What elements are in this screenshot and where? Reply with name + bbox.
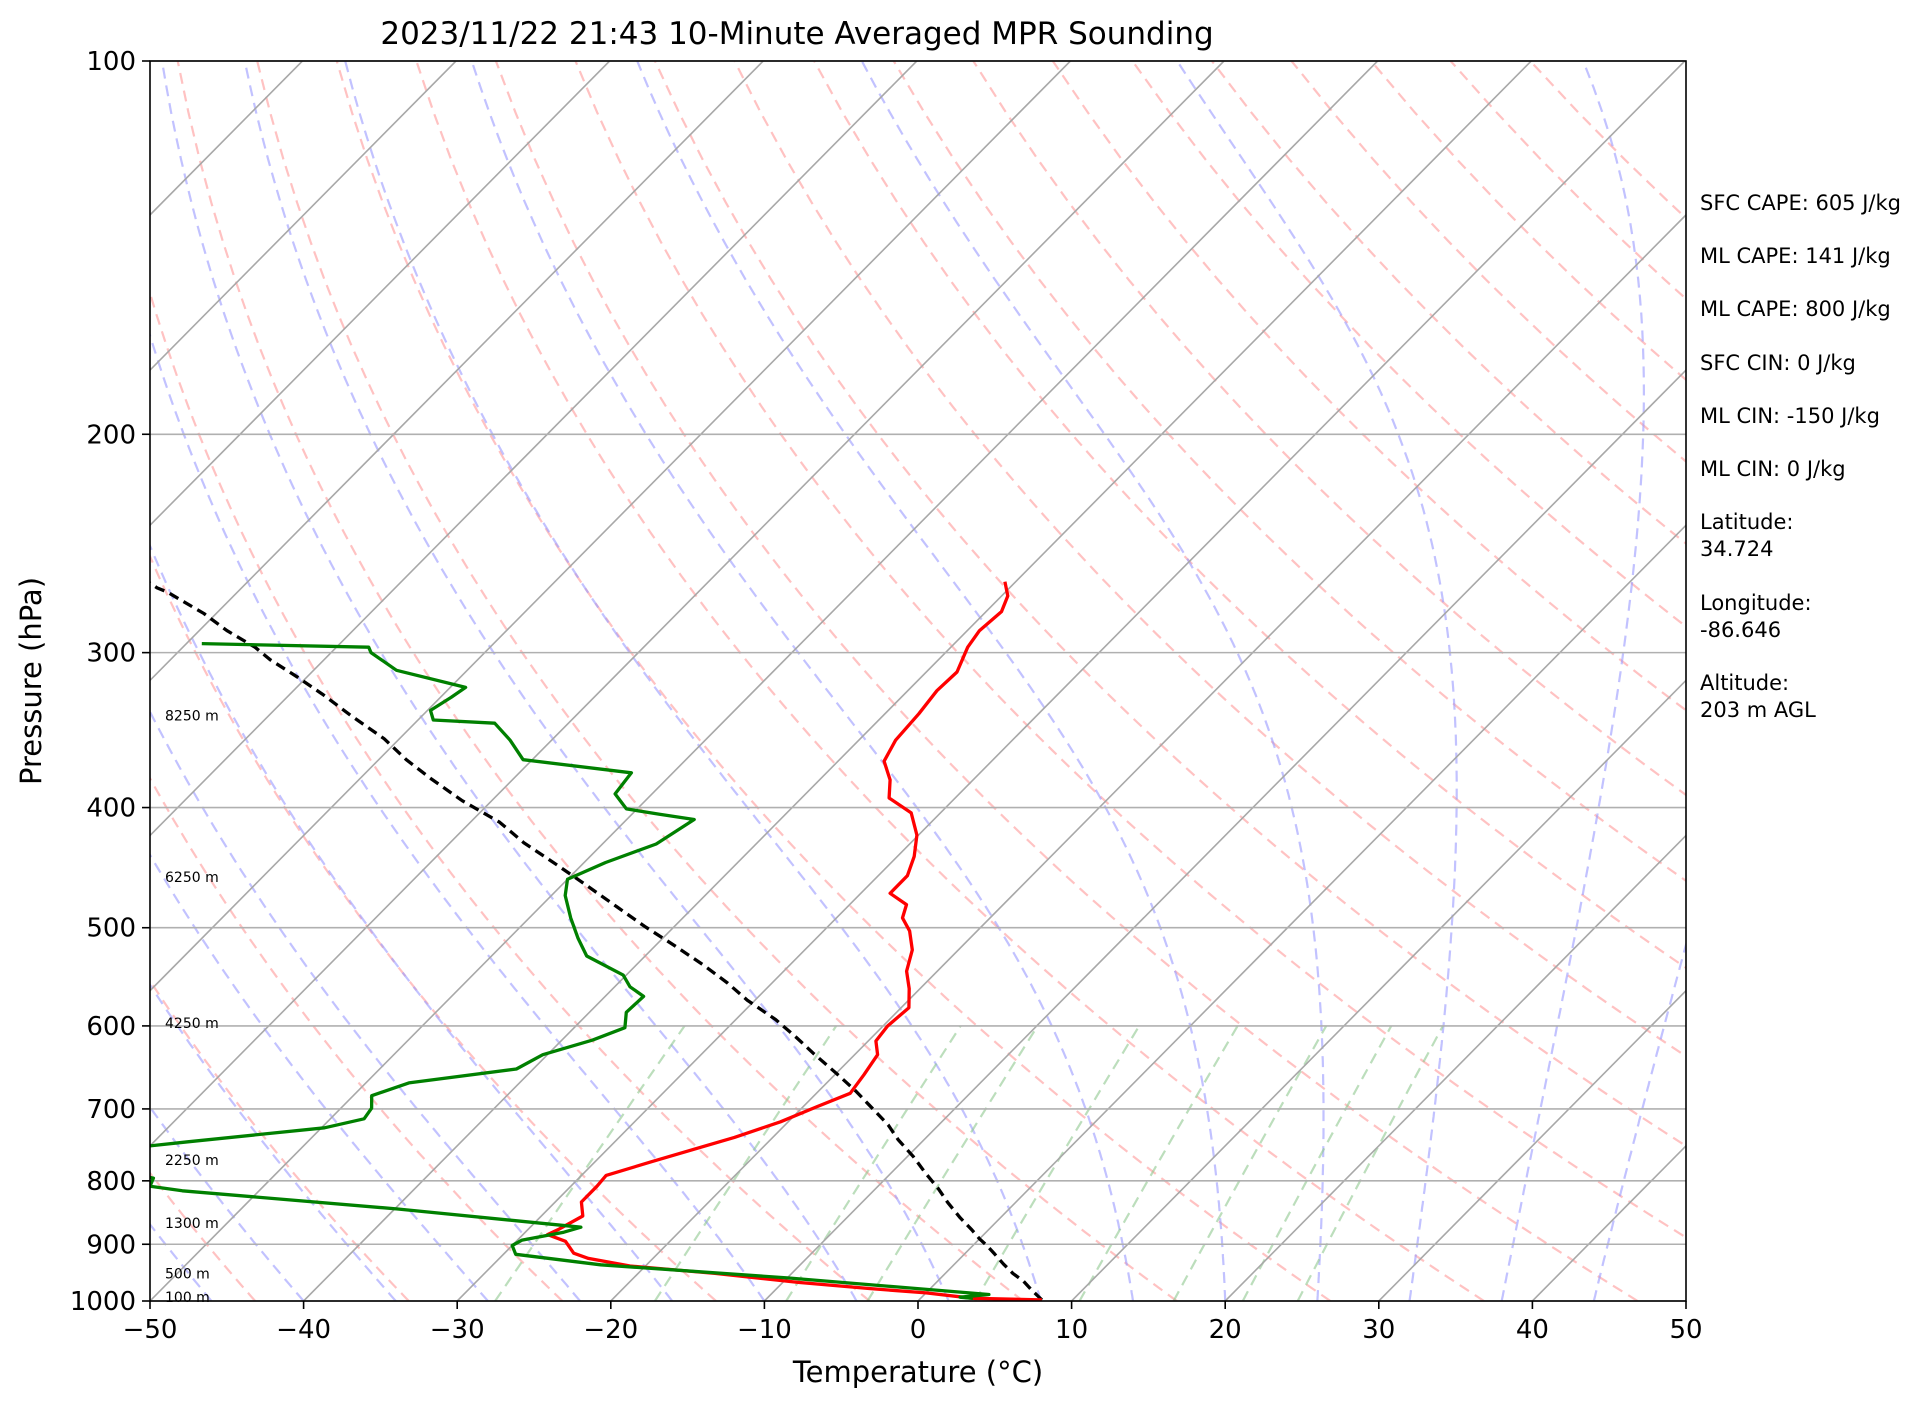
mixing-ratio-line: [785, 1025, 962, 1301]
x-tick-label: −10: [737, 1315, 792, 1345]
isotherm: [150, 61, 611, 527]
stat-item: Longitude: -86.646: [1700, 591, 1812, 642]
dewpoint-line: [150, 641, 991, 1300]
isotherm: [610, 213, 1686, 1301]
moist-adiabat: [1592, 940, 1686, 1301]
y-tick-label: 200: [86, 420, 136, 450]
stat-item: ML CAPE: 141 J/kg: [1700, 244, 1891, 268]
y-axis-ticks: 100 200 300 400 500 600 700 800 900 1000: [70, 47, 150, 1317]
mixing-ratio-line: [974, 1025, 1141, 1301]
dry-adiabat: [150, 289, 871, 1301]
mixing-ratio-line: [1078, 1025, 1239, 1301]
y-tick-label: 600: [86, 1012, 136, 1042]
stat-item: Altitude: 203 m AGL: [1700, 671, 1816, 722]
dry-adiabat: [335, 61, 1332, 1301]
dry-adiabat: [150, 553, 717, 1301]
height-labels: 8250 m 6250 m 4250 m 2250 m 1300 m 500 m 100 m: [165, 708, 219, 1306]
x-tick-label: −50: [123, 1315, 178, 1345]
mixing-ratio-line: [1172, 1025, 1328, 1301]
isotherm: [150, 61, 1071, 992]
moist-adiabat: [860, 61, 1325, 1301]
y-tick-label: 400: [86, 794, 136, 824]
height-label: 4250 m: [165, 1016, 219, 1032]
height-label: 1300 m: [165, 1216, 219, 1232]
height-label: 100 m: [165, 1290, 210, 1306]
background-lines: [150, 61, 1686, 1301]
mixing-ratio-line: [866, 1025, 1039, 1301]
isotherm: [150, 61, 1379, 1301]
isotherm: [303, 61, 1532, 1301]
dry-adiabat: [733, 61, 1686, 1058]
dry-adiabat: [150, 1171, 257, 1301]
isotherm: [150, 61, 1225, 1147]
dry-adiabat: [654, 61, 1686, 1148]
height-label: 500 m: [165, 1266, 210, 1282]
x-tick-label: −30: [430, 1315, 485, 1345]
temperature-line: [545, 581, 1042, 1301]
y-tick-label: 800: [86, 1167, 136, 1197]
x-axis-ticks: −50 −40 −30 −20 −10 0 10 20 30 40 50: [123, 1301, 1703, 1345]
isotherm: [1224, 834, 1686, 1301]
dry-adiabat: [176, 61, 1024, 1301]
moist-adiabat: [243, 61, 950, 1301]
height-label: 6250 m: [165, 870, 219, 886]
height-label: 8250 m: [165, 708, 219, 724]
dry-adiabat: [1131, 61, 1686, 628]
height-label: 2250 m: [165, 1153, 219, 1169]
stat-item: Latitude: 34.724: [1700, 510, 1794, 561]
moist-adiabat: [150, 331, 766, 1301]
dry-adiabat: [892, 61, 1686, 883]
dry-adiabat: [256, 61, 1178, 1301]
isotherm: [150, 61, 764, 682]
sounding-lines: [150, 581, 1044, 1301]
stat-item: ML CIN: -150 J/kg: [1700, 404, 1880, 428]
isotherm: [456, 61, 1686, 1301]
x-axis-label: Temperature (°C): [792, 1355, 1043, 1389]
x-tick-label: 0: [910, 1315, 927, 1345]
y-axis-label: Pressure (hPa): [14, 577, 48, 785]
moist-adiabat: [150, 543, 674, 1301]
isotherm: [150, 61, 918, 837]
isotherm: [150, 61, 457, 372]
stat-item: ML CIN: 0 J/kg: [1700, 457, 1846, 481]
moist-adiabat: [150, 852, 489, 1301]
isotherm: [763, 368, 1686, 1301]
x-tick-label: 10: [1055, 1315, 1088, 1345]
chart-title: 2023/11/22 21:43 10-Minute Averaged MPR …: [380, 16, 1213, 52]
dry-adiabat: [972, 61, 1686, 797]
stat-item: SFC CAPE: 605 J/kg: [1700, 191, 1901, 215]
moist-adiabat: [344, 61, 1042, 1301]
moist-adiabat: [1176, 61, 1458, 1301]
stat-item: ML CAPE: 800 J/kg: [1700, 297, 1891, 321]
y-tick-label: 900: [86, 1230, 136, 1260]
moist-adiabat: [636, 61, 1227, 1301]
y-tick-label: 700: [86, 1095, 136, 1125]
dry-adiabat: [574, 61, 1686, 1239]
x-tick-label: 30: [1362, 1315, 1395, 1345]
isotherm: [1378, 989, 1686, 1301]
mixing-ratio-line: [653, 1025, 838, 1301]
moist-adiabat: [150, 982, 397, 1301]
y-tick-label: 500: [86, 914, 136, 944]
parcel-line: [150, 581, 1044, 1301]
x-tick-label: 40: [1516, 1315, 1549, 1345]
y-tick-label: 100: [86, 47, 136, 77]
y-tick-label: 300: [86, 639, 136, 669]
moist-adiabat: [160, 61, 858, 1301]
moist-adiabat: [150, 1105, 305, 1301]
dry-adiabat: [494, 61, 1639, 1301]
moist-adiabat: [1500, 61, 1646, 1301]
x-tick-label: 20: [1209, 1315, 1242, 1345]
isotherm: [917, 524, 1686, 1301]
x-tick-label: 50: [1669, 1315, 1702, 1345]
x-tick-label: −20: [583, 1315, 638, 1345]
y-tick-label: 1000: [70, 1287, 136, 1317]
stat-item: SFC CIN: 0 J/kg: [1700, 351, 1856, 375]
x-tick-label: −40: [276, 1315, 331, 1345]
dry-adiabat: [150, 776, 564, 1301]
dry-adiabat: [150, 978, 410, 1301]
